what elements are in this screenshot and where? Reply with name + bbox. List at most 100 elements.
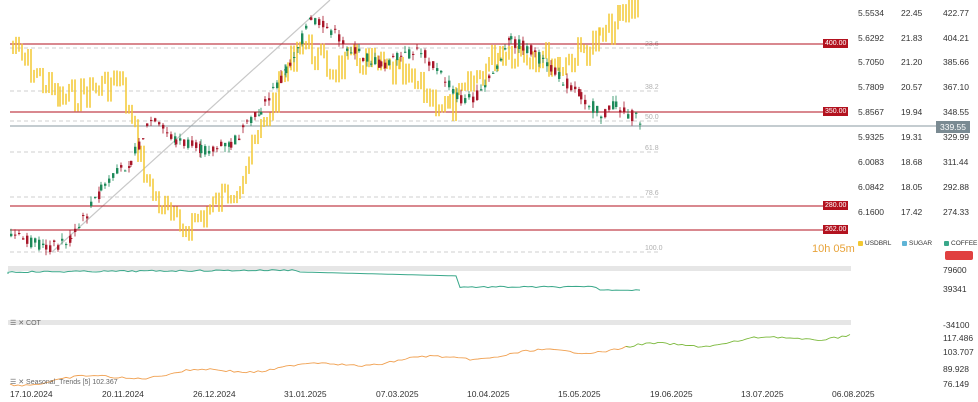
coffee-candle <box>448 80 451 88</box>
legend-dot-icon <box>944 240 949 246</box>
legend-usdbrl-label: USDBRL <box>865 240 892 247</box>
coffee-candle <box>460 95 463 104</box>
coffee-candle <box>195 142 198 148</box>
coffee-candle <box>542 57 545 59</box>
usdbrl-axis-tick: 5.7809 <box>858 82 884 92</box>
coffee-candle <box>42 243 45 246</box>
coffee-candle <box>476 90 479 100</box>
usdbrl-axis-tick: 5.9325 <box>858 132 884 142</box>
seasonal-axis-tick: 89.928 <box>943 364 969 374</box>
coffee-candle <box>10 233 13 237</box>
coffee-candle <box>112 173 115 178</box>
legend-usdbrl[interactable]: USDBRL <box>858 240 891 247</box>
sugar-axis-tick: 21.83 <box>901 33 923 43</box>
coffee-candle <box>514 39 517 48</box>
coffee-candle <box>74 228 77 233</box>
coffee-candle <box>342 40 345 44</box>
coffee-candle <box>45 244 48 250</box>
coffee-candle <box>566 78 569 89</box>
fib-label: 100.0 <box>645 245 663 252</box>
coffee-candle <box>174 136 177 143</box>
coffee-candle <box>170 134 173 139</box>
coffee-candle <box>280 75 283 84</box>
level-badge[interactable]: 350.00 <box>823 107 849 116</box>
coffee-candle <box>224 142 227 147</box>
panel-separator <box>8 266 851 271</box>
coffee-candle <box>187 139 190 148</box>
seasonal-panel-label[interactable]: ☰ ✕ Seasonal_Trends [5] 102.367 <box>10 378 118 386</box>
legend-dot-icon <box>902 240 907 246</box>
coffee-candle <box>86 216 89 219</box>
coffee-candle <box>293 57 296 59</box>
coffee-candle <box>216 148 219 150</box>
coffee-candle <box>346 48 349 51</box>
coffee-candle <box>297 47 300 49</box>
coffee-candle <box>635 112 638 114</box>
coffee-candle <box>330 30 333 35</box>
coffee-candle <box>230 141 233 148</box>
coffee-candle <box>615 101 618 108</box>
coffee-candle <box>468 94 471 98</box>
coffee-candle <box>472 96 475 103</box>
cot-axis-tick: -34100 <box>943 320 970 330</box>
coffee-candle <box>191 140 194 146</box>
panel-menu-icon[interactable]: ☰ ✕ <box>10 320 27 327</box>
coffee-candle <box>354 47 357 54</box>
coffee-candle <box>264 99 267 102</box>
sugar-axis-tick: 18.68 <box>901 157 923 167</box>
legend-sugar[interactable]: SUGAR <box>902 240 932 247</box>
coffee-candle <box>412 53 415 55</box>
coffee-candle <box>285 66 288 74</box>
coffee-candle <box>305 25 308 29</box>
coffee-candle <box>504 48 507 50</box>
usdbrl-axis-tick: 5.5534 <box>858 8 884 18</box>
coffee-candle <box>631 110 634 122</box>
coffee-candle <box>220 141 223 147</box>
coffee-candle <box>100 184 103 191</box>
coffee-candle <box>522 40 525 51</box>
coffee-candle <box>436 68 439 71</box>
coffee-candle <box>314 18 317 25</box>
coffee-candle <box>260 111 263 115</box>
coffee-candle <box>238 138 241 141</box>
legend-coffee[interactable]: COFFEE <box>944 240 977 247</box>
cot-panel-label[interactable]: ☰ ✕ COT <box>10 319 41 327</box>
coffee-candle <box>388 60 391 66</box>
level-badge[interactable]: 262.00 <box>823 225 849 234</box>
coffee-candle <box>639 123 642 125</box>
panel-menu-icon[interactable]: ☰ ✕ <box>10 379 27 386</box>
coffee-candle <box>358 48 361 52</box>
coffee-candle <box>380 61 383 67</box>
sugar-axis-tick: 21.20 <box>901 57 923 67</box>
seasonal-axis-tick: 76.149 <box>943 379 969 389</box>
coffee-candle <box>562 84 565 86</box>
x-axis-tick: 19.06.2025 <box>650 389 693 399</box>
x-axis-tick: 07.03.2025 <box>376 389 419 399</box>
usdbrl-axis-tick: 6.1600 <box>858 207 884 217</box>
coffee-candle <box>18 232 21 234</box>
usdbrl-axis-tick: 5.6292 <box>858 33 884 43</box>
x-axis-tick: 15.05.2025 <box>558 389 601 399</box>
coffee-candle <box>14 234 17 236</box>
coffee-candle <box>310 17 313 20</box>
level-badge[interactable]: 400.00 <box>823 39 849 48</box>
level-badge[interactable]: 280.00 <box>823 201 849 210</box>
coffee-axis-tick: 385.66 <box>943 57 969 67</box>
cot-label-text: COT <box>26 320 41 327</box>
coffee-candle <box>204 146 207 155</box>
coffee-candle <box>108 178 111 183</box>
coffee-candle <box>432 61 435 69</box>
sugar-axis-tick: 22.45 <box>901 8 923 18</box>
sugar-axis-tick: 19.94 <box>901 107 923 117</box>
coffee-candle <box>508 37 511 41</box>
coffee-badge[interactable] <box>945 251 973 260</box>
coffee-candle <box>38 239 41 250</box>
coffee-candle <box>34 238 37 243</box>
coffee-axis-tick: 367.10 <box>943 82 969 92</box>
coffee-candle <box>338 34 341 42</box>
coffee-candle <box>484 85 487 88</box>
coffee-candle <box>90 201 93 206</box>
coffee-candle <box>134 146 137 154</box>
coffee-candle <box>623 107 626 112</box>
